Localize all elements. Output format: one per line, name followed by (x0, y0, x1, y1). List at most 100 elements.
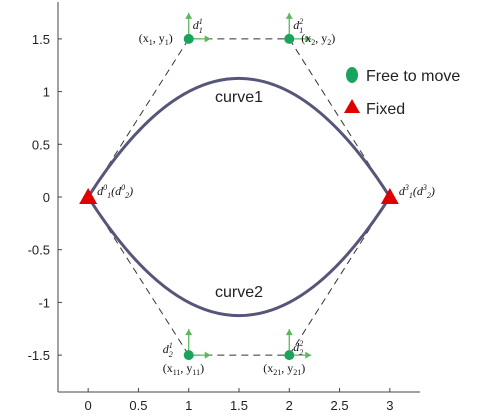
coord-close: ) (169, 31, 173, 45)
x-tick-label: 0 (85, 398, 92, 413)
coord-y-subscript: 1 (165, 38, 169, 47)
arrow-head (185, 12, 193, 19)
free-point-marker (284, 33, 295, 44)
arrow-head (204, 35, 211, 43)
d-superscript: 0 (103, 183, 107, 192)
coord-close: ) (200, 361, 204, 375)
point-d-subscript: 2 (299, 348, 303, 357)
d-subscript: 1 (107, 191, 111, 200)
coord-y: , y (281, 361, 293, 375)
curve-line-curve1 (86, 76, 392, 199)
legend-fixed-label: Fixed (366, 101, 405, 118)
coord-x-subscript: 1 (149, 38, 153, 47)
coord-x-subscript: 21 (273, 368, 281, 377)
arrow-head (204, 351, 211, 359)
y-tick-label: 0.5 (32, 137, 50, 152)
d-superscript: 2 (299, 339, 303, 348)
d-letter: d (399, 184, 406, 198)
paren-subscript: 2 (427, 191, 431, 200)
free-point-marker (284, 350, 295, 361)
arrow-head (305, 351, 312, 359)
d-letter: d (97, 184, 104, 198)
point-d-subscript: 1 (299, 26, 303, 35)
x-axis-ticks: 0 0.5 1 1.5 2 2.5 3 (85, 388, 393, 413)
point-d-subscript: 1 (199, 26, 203, 35)
coord-x: (x (301, 31, 311, 45)
x-tick-label: 1.5 (230, 398, 248, 413)
y-tick-label: 0 (43, 190, 50, 205)
arrow-head (285, 329, 293, 336)
x-tick-label: 1 (185, 398, 192, 413)
point-coordinate-label: (x11, y11) (163, 361, 204, 377)
paren-superscript: 3 (422, 183, 427, 192)
d-letter: d (163, 342, 170, 356)
legend-fixed-marker (344, 99, 360, 113)
fixed-point-marker (79, 188, 98, 204)
coord-y-subscript: 2 (327, 38, 331, 47)
control-point-markers (79, 33, 399, 361)
paren-d-letter: (d (413, 184, 424, 198)
x-tick-label: 2 (286, 398, 293, 413)
curve-labels: curve1 curve2 (215, 89, 263, 301)
control-point-labels: d01(d02) d31(d32)d11(x1, y1)d21(x2, y2)d1… (97, 17, 435, 377)
fixed-point-label: d31(d32) (399, 183, 435, 200)
paren-subscript: 2 (125, 191, 129, 200)
coord-close: ) (331, 31, 335, 45)
y-axis-ticks: 1.5 1 0.5 0 -0.5 -1 -1.5 (28, 32, 62, 363)
d-superscript: 1 (169, 341, 173, 350)
y-tick-label: 1 (43, 85, 50, 100)
fixed-point-label: d01(d02) (97, 183, 133, 200)
curves (86, 76, 392, 318)
fixed-point-marker (380, 188, 399, 204)
d-letter: d (193, 18, 200, 32)
arrow-head (185, 329, 193, 336)
x-tick-label: 3 (386, 398, 393, 413)
x-tick-label: 0.5 (129, 398, 147, 413)
d-letter: d (293, 18, 300, 32)
free-point-marker (183, 350, 194, 361)
coord-x-subscript: 11 (173, 368, 181, 377)
legend-free-marker (346, 67, 358, 83)
free-point-marker (183, 33, 194, 44)
point-d-label: d2 (293, 339, 303, 354)
paren-close: ) (128, 184, 133, 198)
point-coordinate-label: (x1, y1) (139, 31, 173, 47)
paren-superscript: 0 (121, 183, 125, 192)
d-superscript: 3 (404, 183, 409, 192)
point-coordinate-label: (x2, y2) (301, 31, 335, 47)
d-superscript: 1 (199, 17, 203, 26)
legend-free-label: Free to move (366, 68, 460, 85)
coord-y: , y (315, 31, 327, 45)
curve1-label: curve1 (215, 89, 263, 106)
d-superscript: 2 (299, 17, 303, 26)
point-d-label: d1 (163, 341, 173, 356)
d-letter: d (293, 340, 300, 354)
paren-d-letter: (d (111, 184, 122, 198)
y-tick-label: -0.5 (28, 243, 50, 258)
direction-arrows (185, 12, 312, 359)
coord-x: (x (163, 361, 173, 375)
y-tick-label: 1.5 (32, 32, 50, 47)
point-d-label: d2 (293, 17, 303, 32)
y-tick-label: -1.5 (28, 348, 50, 363)
coord-y: , y (180, 361, 192, 375)
coord-y-subscript: 11 (192, 368, 200, 377)
curve2-label: curve2 (215, 284, 263, 301)
legend: Free to move Fixed (344, 67, 460, 118)
x-tick-label: 2.5 (331, 398, 349, 413)
point-d-label: d1 (193, 17, 203, 32)
coord-close: ) (301, 361, 305, 375)
curve-line-curve2 (86, 195, 392, 318)
coord-y: , y (153, 31, 165, 45)
coord-x-subscript: 2 (311, 38, 315, 47)
coord-y-subscript: 21 (293, 368, 301, 377)
paren-close: ) (430, 184, 435, 198)
point-coordinate-label: (x21, y21) (263, 361, 305, 377)
arrow-head (285, 12, 293, 19)
y-tick-label: -1 (38, 295, 50, 310)
coord-x: (x (263, 361, 273, 375)
arrow-head (305, 35, 312, 43)
d-subscript: 1 (409, 191, 413, 200)
